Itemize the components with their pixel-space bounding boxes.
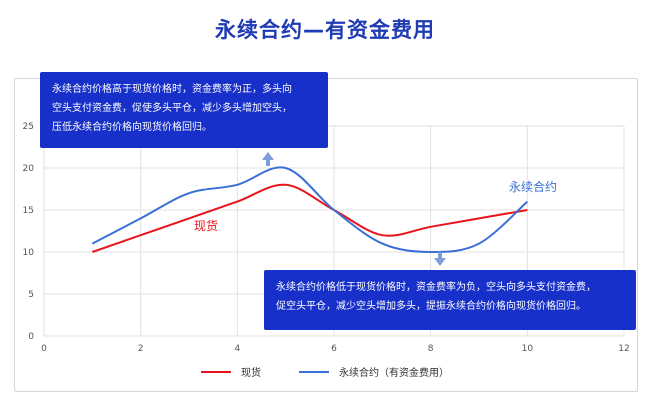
- page-title: 永续合约—有资金费用: [215, 18, 435, 42]
- x-tick-label: 10: [522, 344, 534, 354]
- x-tick-label: 12: [618, 344, 629, 354]
- annotation-line: 永续合约价格高于现货价格时，资金费率为正，多头向: [52, 84, 292, 95]
- x-tick-label: 2: [138, 344, 144, 354]
- legend-item-spot: 现货: [201, 364, 261, 379]
- perp-series-label: 永续合约: [509, 180, 558, 194]
- legend-item-perp: 永续合约（有资金费用）: [299, 364, 449, 379]
- x-tick-label: 0: [41, 344, 47, 354]
- annotation-line: 压低永续合约价格向现货价格回归。: [52, 122, 212, 133]
- series-line-1: [91, 166, 528, 254]
- legend-swatch-perp: [299, 370, 329, 373]
- y-tick-label: 10: [23, 248, 35, 258]
- series-lines: [91, 166, 528, 254]
- annotation-line: 空头支付资金费，促使多头平仓，减少多头增加空头，: [52, 103, 292, 114]
- y-tick-label: 0: [28, 332, 34, 342]
- negative-funding-annotation: 永续合约价格低于现货价格时，资金费率为负，空头向多头支付资金费， 促空头平仓，减…: [264, 270, 636, 330]
- x-tick-label: 8: [428, 344, 434, 354]
- annotation-line: 永续合约价格低于现货价格时，资金费率为负，空头向多头支付资金费，: [276, 282, 596, 293]
- axis-ticks: 0 5 10 15 20 25 0 2 4 6 8 10 12: [23, 122, 630, 354]
- y-tick-label: 15: [23, 206, 34, 216]
- y-tick-label: 25: [23, 122, 34, 132]
- chart-legend: 现货 永续合约（有资金费用）: [0, 364, 650, 379]
- down-arrow-icon: [434, 252, 446, 266]
- legend-label-spot: 现货: [241, 368, 261, 379]
- legend-label-perp: 永续合约（有资金费用）: [339, 368, 449, 379]
- series-line-0: [92, 183, 528, 253]
- annotation-line: 促空头平仓，减少空头增加多头，提振永续合约价格向现货价格回归。: [276, 301, 586, 312]
- x-tick-label: 6: [331, 344, 337, 354]
- legend-swatch-spot: [201, 370, 231, 373]
- annotation-arrows: [262, 152, 446, 266]
- positive-funding-annotation: 永续合约价格高于现货价格时，资金费率为正，多头向 空头支付资金费，促使多头平仓，…: [40, 72, 328, 148]
- up-arrow-icon: [262, 152, 274, 166]
- y-tick-label: 20: [23, 164, 35, 174]
- x-tick-label: 4: [234, 344, 240, 354]
- y-tick-label: 5: [28, 290, 34, 300]
- spot-series-label: 现货: [194, 219, 219, 233]
